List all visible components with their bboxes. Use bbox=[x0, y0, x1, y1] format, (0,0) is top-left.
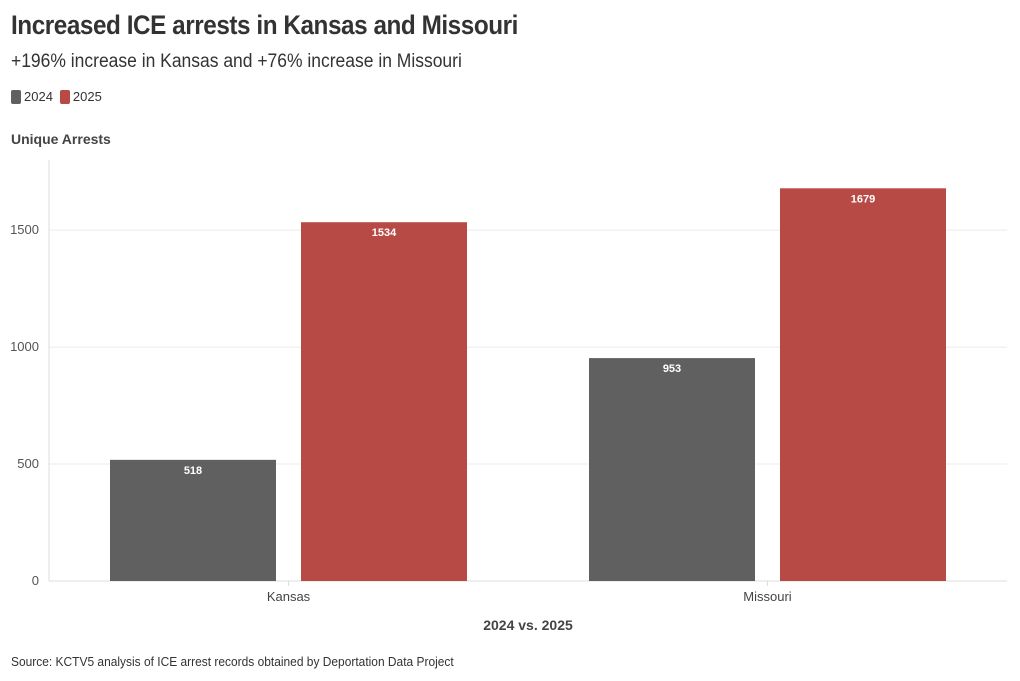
y-tick-label-1500: 1500 bbox=[10, 222, 39, 237]
y-tick-label-1000: 1000 bbox=[10, 339, 39, 354]
legend-item-2025[interactable]: 2025 bbox=[59, 89, 102, 104]
x-axis-title: 2024 vs. 2025 bbox=[483, 617, 573, 633]
data-label-missouri-2024: 953 bbox=[663, 363, 681, 375]
bar-kansas-2024[interactable] bbox=[110, 459, 276, 581]
source-note: Source: KCTV5 analysis of ICE arrest rec… bbox=[11, 654, 454, 669]
data-label-kansas-2025: 1534 bbox=[372, 227, 397, 239]
legend-item-2024[interactable]: 2024 bbox=[11, 89, 53, 104]
legend: 2024 2025 bbox=[11, 89, 109, 104]
bar-kansas-2025[interactable] bbox=[301, 222, 467, 581]
x-tick-label-kansas: Kansas bbox=[267, 589, 311, 604]
bar-missouri-2025[interactable] bbox=[780, 188, 946, 582]
legend-swatch-2025 bbox=[59, 89, 70, 104]
y-tick-label-500: 500 bbox=[17, 456, 39, 471]
data-label-kansas-2024: 518 bbox=[184, 465, 202, 477]
x-tick-label-missouri: Missouri bbox=[743, 589, 792, 604]
y-axis-title: Unique Arrests bbox=[11, 131, 111, 147]
y-tick-label-0: 0 bbox=[32, 573, 39, 588]
legend-swatch-2024 bbox=[11, 89, 21, 104]
chart-title: Increased ICE arrests in Kansas and Miss… bbox=[11, 10, 518, 40]
legend-label-2024: 2024 bbox=[24, 89, 53, 104]
bar-missouri-2024[interactable] bbox=[589, 358, 755, 581]
chart-subtitle: +196% increase in Kansas and +76% increa… bbox=[11, 51, 462, 72]
data-label-missouri-2025: 1679 bbox=[851, 193, 875, 205]
legend-label-2025: 2025 bbox=[72, 89, 102, 104]
